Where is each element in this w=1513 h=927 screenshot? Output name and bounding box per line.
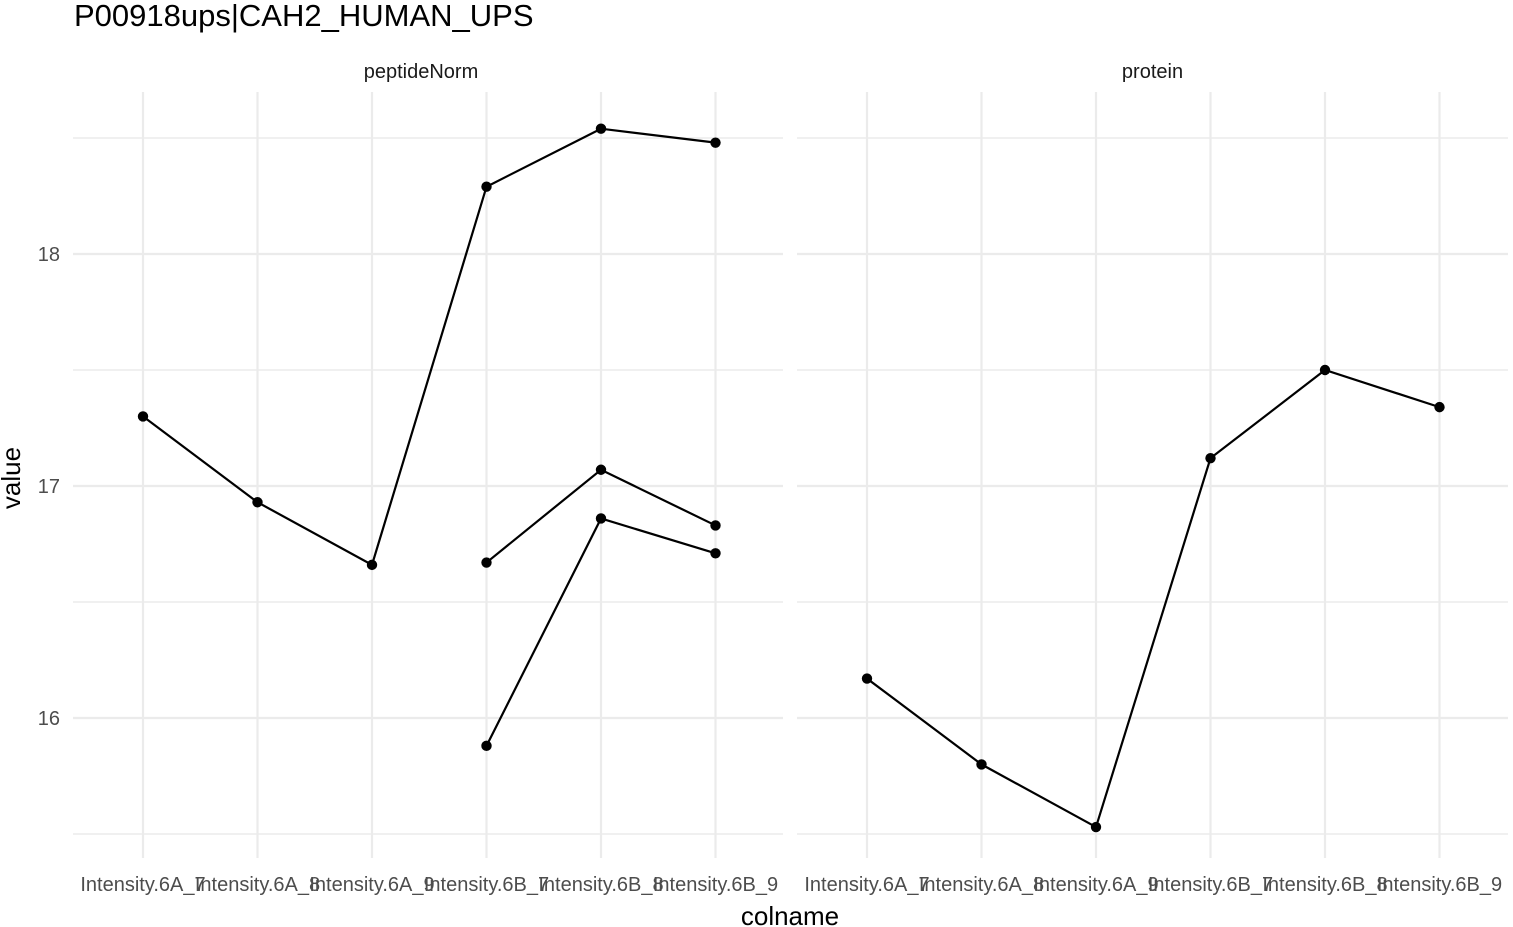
data-point: [976, 759, 987, 770]
x-tick-label: Intensity.6A_7: [804, 874, 929, 896]
data-point: [481, 181, 492, 192]
facet-strip-label: protein: [1122, 61, 1183, 83]
x-tick-label: Intensity.6A_9: [309, 874, 434, 896]
data-point: [1205, 452, 1216, 464]
panel-peptideNorm: peptideNormIntensity.6A_7Intensity.6A_8I…: [73, 61, 783, 896]
data-point: [137, 411, 149, 422]
x-tick-label: Intensity.6B_8: [1262, 874, 1387, 896]
data-point: [595, 123, 607, 134]
x-tick-label: Intensity.6B_9: [653, 874, 778, 896]
y-axis-title: value: [0, 447, 26, 509]
x-tick-label: Intensity.6A_7: [80, 874, 205, 896]
x-tick-label: Intensity.6B_9: [1377, 874, 1502, 896]
x-tick-label: Intensity.6B_8: [538, 874, 663, 896]
chart-title: P00918ups|CAH2_HUMAN_UPS: [74, 0, 534, 33]
x-tick-label: Intensity.6B_7: [424, 874, 549, 896]
series-line: [142, 127, 716, 567]
x-tick-label: Intensity.6B_7: [1148, 874, 1273, 896]
data-point: [1434, 401, 1445, 413]
y-axis-tick-labels: 16 17 18: [38, 244, 60, 730]
data-point: [861, 673, 873, 684]
x-axis-title: colname: [741, 901, 839, 927]
data-point: [481, 740, 492, 752]
y-tick-label: 16: [38, 708, 60, 730]
data-point: [1090, 821, 1102, 833]
panel-protein: proteinIntensity.6A_7Intensity.6A_8Inten…: [797, 61, 1508, 896]
data-point: [710, 548, 721, 559]
data-point: [366, 559, 378, 571]
data-point: [1319, 364, 1331, 376]
y-tick-label: 17: [38, 476, 60, 498]
chart-panels: peptideNormIntensity.6A_7Intensity.6A_8I…: [73, 61, 1508, 896]
y-tick-label: 18: [38, 244, 60, 266]
data-point: [595, 464, 607, 475]
series-line: [866, 368, 1440, 829]
x-tick-label: Intensity.6A_8: [919, 874, 1044, 896]
data-point: [595, 513, 607, 524]
data-point: [710, 137, 721, 148]
data-point: [481, 557, 492, 568]
facet-strip-label: peptideNorm: [364, 61, 479, 83]
x-tick-label: Intensity.6A_9: [1033, 874, 1158, 896]
data-point: [710, 520, 721, 531]
x-tick-label: Intensity.6A_8: [195, 874, 320, 896]
data-point: [252, 497, 263, 508]
